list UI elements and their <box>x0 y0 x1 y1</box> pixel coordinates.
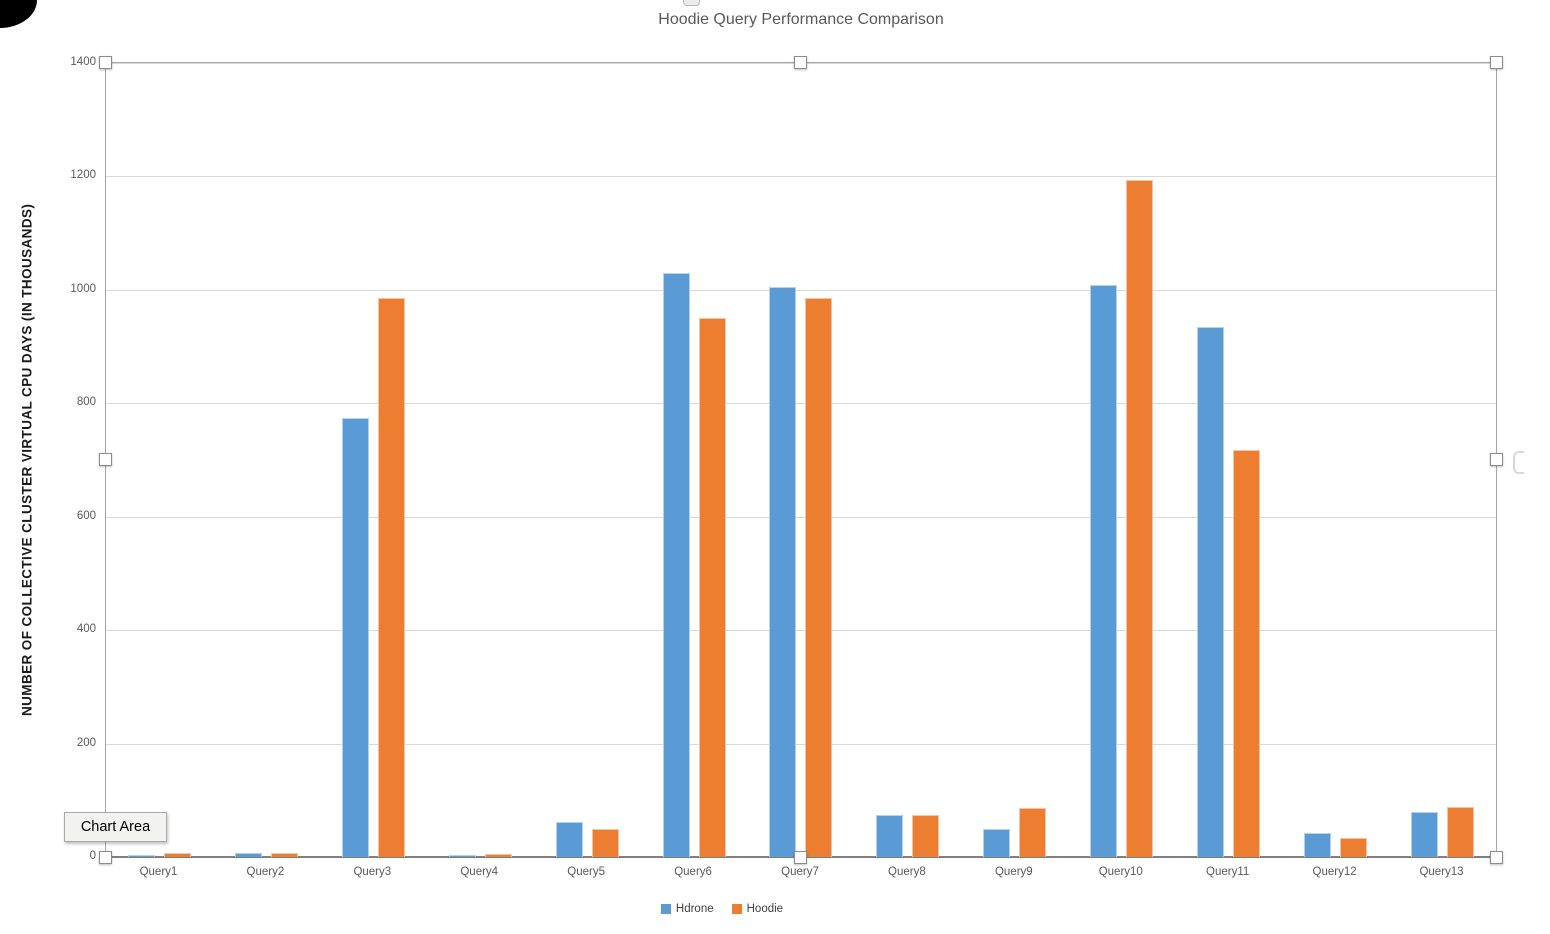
x-label-query9: Query9 <box>994 866 1033 878</box>
bar-group-query11 <box>1175 63 1282 857</box>
bar-hoodie-query9[interactable] <box>1019 808 1047 857</box>
bar-hoodie-query8[interactable] <box>912 815 940 857</box>
selection-handle-top-center[interactable] <box>794 56 807 69</box>
gridline-200 <box>106 743 1496 745</box>
bar-group-query2 <box>213 63 320 857</box>
selection-handle-middle-left[interactable] <box>99 453 112 466</box>
x-label-query6: Query6 <box>674 866 712 878</box>
legend-swatch-hoodie <box>731 904 742 914</box>
gridline-1000 <box>106 289 1496 291</box>
bar-hdrone-query11[interactable] <box>1197 326 1225 857</box>
x-label-query2: Query2 <box>246 866 285 878</box>
legend-label: Hoodie <box>746 903 784 915</box>
bar-hdrone-query1[interactable] <box>127 854 155 857</box>
bar-hdrone-query2[interactable] <box>234 852 262 857</box>
y-tick-label-1400: 1400 <box>70 56 96 68</box>
bar-hoodie-query2[interactable] <box>270 852 298 857</box>
bar-hdrone-query9[interactable] <box>983 828 1011 857</box>
bar-hoodie-query3[interactable] <box>377 298 405 857</box>
y-tick-label-1000: 1000 <box>70 282 96 295</box>
selection-handle-bottom-center[interactable] <box>794 851 807 864</box>
y-tick-label-800: 800 <box>76 396 96 409</box>
legend-item-hdrone[interactable]: Hdrone <box>660 903 714 915</box>
y-tick-label-1200: 1200 <box>70 169 96 182</box>
legend-swatch-hdrone <box>660 904 671 914</box>
y-tick-label-0: 0 <box>89 850 96 862</box>
bar-hdrone-query13[interactable] <box>1411 811 1439 857</box>
x-label-query13: Query13 <box>1419 866 1464 878</box>
partial-ui-fragment-right <box>1513 451 1524 474</box>
bar-group-query12 <box>1282 63 1389 857</box>
bar-hoodie-query7[interactable] <box>805 298 833 857</box>
bar-hoodie-query11[interactable] <box>1233 449 1261 857</box>
bar-hdrone-query5[interactable] <box>555 821 583 857</box>
bar-hoodie-query6[interactable] <box>698 318 726 857</box>
x-label-query5: Query5 <box>567 866 605 878</box>
selection-handle-bottom-right[interactable] <box>1490 851 1503 864</box>
bar-group-query13 <box>1389 63 1496 857</box>
gridline-400 <box>106 630 1496 632</box>
selection-handle-bottom-left[interactable] <box>99 851 112 864</box>
selection-handle-middle-right[interactable] <box>1490 453 1503 466</box>
bar-hdrone-query10[interactable] <box>1090 285 1118 857</box>
x-label-query4: Query4 <box>460 866 499 878</box>
legend-item-hoodie[interactable]: Hoodie <box>731 903 784 915</box>
bar-hdrone-query6[interactable] <box>662 272 690 857</box>
bar-hdrone-query12[interactable] <box>1304 833 1332 857</box>
bar-group-query5 <box>534 63 641 857</box>
bar-group-query1 <box>106 63 213 857</box>
bar-hdrone-query4[interactable] <box>448 854 476 857</box>
bar-hdrone-query7[interactable] <box>769 287 797 857</box>
bar-group-query9 <box>961 63 1068 857</box>
bar-hoodie-query1[interactable] <box>163 852 191 857</box>
y-tick-label-200: 200 <box>76 736 96 749</box>
bar-group-query8 <box>854 63 961 857</box>
gridline-600 <box>106 516 1496 518</box>
bar-group-query10 <box>1068 63 1175 857</box>
plot-area[interactable] <box>99 56 1503 864</box>
x-label-query11: Query11 <box>1206 866 1250 878</box>
bar-group-query3 <box>320 63 427 857</box>
bar-hoodie-query5[interactable] <box>591 828 619 857</box>
gridline-1200 <box>106 176 1496 178</box>
y-axis-tick-labels: 0 200 400 600 800 1000 1200 1400 <box>40 56 96 862</box>
chart-title[interactable]: Hoodie Query Performance Comparison <box>658 11 944 28</box>
bar-hoodie-query13[interactable] <box>1447 806 1475 857</box>
legend[interactable]: Hdrone Hoodie <box>105 903 1339 915</box>
legend-label: Hdrone <box>675 903 714 915</box>
y-tick-label-400: 400 <box>76 623 96 636</box>
x-label-query12: Query12 <box>1312 866 1357 878</box>
x-label-query10: Query10 <box>1098 866 1143 878</box>
selection-handle-top-left[interactable] <box>99 56 112 69</box>
x-label-query8: Query8 <box>888 866 926 878</box>
bar-hoodie-query10[interactable] <box>1126 180 1154 857</box>
gridline-800 <box>106 403 1496 405</box>
bar-hdrone-query3[interactable] <box>341 417 369 857</box>
selection-handle-top-right[interactable] <box>1490 56 1503 69</box>
bar-group-query4 <box>427 63 534 857</box>
bar-hoodie-query12[interactable] <box>1340 837 1368 857</box>
y-axis-title[interactable]: NUMBER OF COLLECTIVE CLUSTER VIRTUAL CPU… <box>19 203 35 717</box>
bar-group-query6 <box>641 63 748 857</box>
x-label-query1: Query1 <box>139 866 178 878</box>
x-label-query3: Query3 <box>353 866 392 878</box>
bar-group-query7 <box>748 63 855 857</box>
screen-corner-mask <box>0 0 37 28</box>
x-axis-labels: Query1 Query2 Query3 Query4 Query5 Query6 Quer… <box>105 866 1497 882</box>
partial-ui-fragment-top <box>683 0 700 6</box>
chart-area-tooltip: Chart Area <box>64 812 167 842</box>
y-tick-label-600: 600 <box>76 509 96 522</box>
bar-hdrone-query8[interactable] <box>876 815 904 857</box>
x-label-query7: Query7 <box>781 866 819 878</box>
bar-hoodie-query4[interactable] <box>484 854 512 857</box>
